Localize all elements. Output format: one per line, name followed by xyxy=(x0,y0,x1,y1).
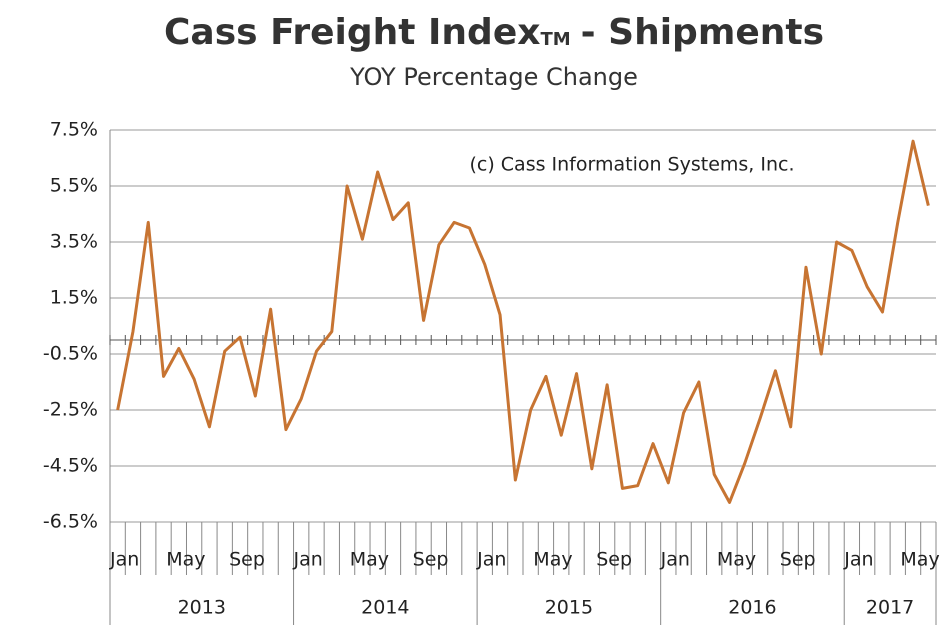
x-tick-label: May xyxy=(717,549,756,571)
x-tick-label: Jan xyxy=(109,549,139,571)
x-tick-label: Jan xyxy=(660,549,690,571)
x-tick-label: May xyxy=(166,549,205,571)
x-tick-label: Sep xyxy=(413,549,449,571)
year-label: 2013 xyxy=(178,597,226,619)
y-tick-label: -2.5% xyxy=(43,399,98,421)
y-tick-label: -4.5% xyxy=(43,455,98,477)
y-tick-label: -0.5% xyxy=(43,343,98,365)
title-rest: - Shipments xyxy=(581,12,824,53)
x-tick-label: Sep xyxy=(596,549,632,571)
x-tick-label: Jan xyxy=(476,549,506,571)
chart-subtitle: YOY Percentage Change xyxy=(349,63,638,91)
x-tick-label: Jan xyxy=(293,549,323,571)
y-tick-label: -6.5% xyxy=(43,511,98,533)
annotation: (c) Cass Information Systems, Inc. xyxy=(469,154,794,176)
title-mark: TM xyxy=(540,29,570,50)
chart-title: Cass Freight IndexTM - Shipments xyxy=(164,12,824,53)
year-label: 2017 xyxy=(866,597,914,619)
year-label: 2014 xyxy=(361,597,409,619)
title-main: Cass Freight Index xyxy=(164,12,540,53)
x-tick-label: May xyxy=(533,549,572,571)
x-tick-label: Sep xyxy=(780,549,816,571)
year-label: 2015 xyxy=(545,597,593,619)
x-tick-label: Jan xyxy=(843,549,873,571)
year-label: 2016 xyxy=(728,597,776,619)
y-tick-label: 5.5% xyxy=(50,175,98,197)
y-tick-label: 3.5% xyxy=(50,231,98,253)
x-tick-label: May xyxy=(350,549,389,571)
x-tick-label: May xyxy=(900,549,939,571)
x-tick-label: Sep xyxy=(229,549,265,571)
y-tick-label: 1.5% xyxy=(50,287,98,309)
y-tick-label: 7.5% xyxy=(50,119,98,141)
series-line xyxy=(116,139,930,504)
